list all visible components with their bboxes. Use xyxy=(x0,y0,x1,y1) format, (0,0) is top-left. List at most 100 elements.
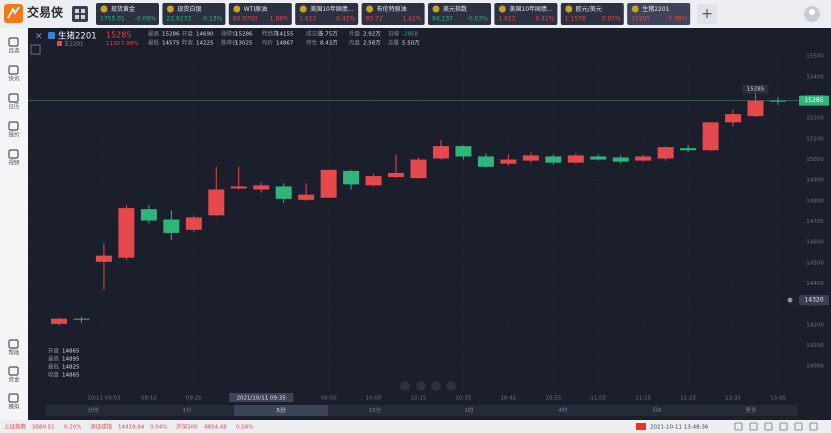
sidebar-icon[interactable] xyxy=(8,121,19,131)
ticker-tab[interactable] xyxy=(560,3,624,25)
expand-button[interactable] xyxy=(30,44,41,55)
last-price-tag xyxy=(742,84,769,94)
alert-price-label: 14320 xyxy=(804,297,823,304)
legend-label: 最低 xyxy=(48,363,60,371)
y-tick-label: 14400 xyxy=(806,281,824,287)
zoom-out[interactable] xyxy=(400,381,410,391)
candle-body xyxy=(298,194,315,200)
status-icon[interactable] xyxy=(809,422,818,431)
ticker-tab[interactable] xyxy=(494,3,558,25)
candle-body xyxy=(343,170,360,185)
candle-body xyxy=(95,255,112,262)
candle-body xyxy=(73,318,90,320)
candle-body xyxy=(680,148,697,151)
x-tick-label: 10:15 xyxy=(411,396,427,402)
sidebar-label: 模拟 xyxy=(8,403,20,411)
timeframe-item[interactable]: 更多 xyxy=(745,406,757,414)
y-tick-label: 14100 xyxy=(806,343,824,349)
legend-label: 最高 xyxy=(48,355,60,363)
stat-value: 8.43万 xyxy=(320,40,338,47)
stat-label: 均价 xyxy=(262,39,274,47)
stat-value: 5.75万 xyxy=(320,31,338,38)
candle-body xyxy=(320,169,337,198)
y-tick-label: 14600 xyxy=(806,240,824,246)
ticker-tab[interactable] xyxy=(228,3,292,25)
ticker-tab[interactable] xyxy=(295,3,359,25)
sidebar-icon[interactable] xyxy=(8,65,19,75)
stat-value: -2958 xyxy=(402,32,418,38)
ticker-tab[interactable] xyxy=(428,3,491,25)
ticker-icon xyxy=(498,5,506,13)
sidebar-label: 快讯 xyxy=(8,75,20,83)
menu-icon xyxy=(75,9,79,13)
sidebar-icon[interactable] xyxy=(8,366,19,376)
index-change: 0.04% xyxy=(150,425,167,431)
avatar-head xyxy=(809,9,815,15)
candle-body xyxy=(477,156,494,167)
ticker-change: -0.09% xyxy=(135,16,157,23)
menu-button[interactable] xyxy=(72,6,88,22)
stat-label: 涨停价 xyxy=(221,30,238,38)
sidebar-icon[interactable] xyxy=(8,393,19,403)
stat-label: 昨收 xyxy=(182,39,194,47)
candle-body xyxy=(432,146,449,159)
stat-value: 14690 xyxy=(196,32,214,38)
sidebar-icon[interactable] xyxy=(8,149,19,159)
stat-label: 跌停价 xyxy=(221,39,238,47)
x-tick-label: 13:45 xyxy=(770,396,786,402)
candle-body xyxy=(545,156,562,163)
y-tick-label: 14800 xyxy=(806,198,824,204)
stat-value: 14575 xyxy=(162,41,180,47)
timeframe-item[interactable]: 分时 xyxy=(87,406,99,414)
timeframe-item[interactable]: 1时 xyxy=(465,406,474,414)
ticker-icon xyxy=(166,5,174,13)
ticker-tab[interactable] xyxy=(627,3,691,25)
ticker-price: 1755.01 xyxy=(100,16,125,23)
reset[interactable] xyxy=(431,381,441,391)
legend-value: 14865 xyxy=(62,373,80,379)
index-name: 沪深300 xyxy=(176,423,198,431)
candle-body xyxy=(657,147,674,159)
ticker-price: 80.9700 xyxy=(233,16,258,23)
timeframe-item[interactable]: 5分 xyxy=(277,406,286,414)
scroll-left[interactable] xyxy=(416,381,426,391)
index-name: 上证指数 xyxy=(4,423,27,431)
sidebar-label: 自选 xyxy=(8,47,20,55)
status-icon[interactable] xyxy=(779,422,788,431)
close-button[interactable]: × xyxy=(35,32,43,42)
instrument-change-pct: 7.98% xyxy=(121,41,138,47)
sidebar-icon[interactable] xyxy=(8,93,19,103)
stat-label: 总量 xyxy=(388,39,400,47)
x-tick-label: 09:50 xyxy=(321,396,337,402)
x-tick-label: 10:55 xyxy=(545,396,561,402)
status-icon[interactable] xyxy=(749,422,758,431)
ticker-name: 布伦特原油 xyxy=(377,5,407,13)
status-icon[interactable] xyxy=(734,422,743,431)
x-tick-label: 10:35 xyxy=(456,396,472,402)
alert-bell[interactable] xyxy=(787,297,793,303)
timeframe-item[interactable]: 4时 xyxy=(559,406,568,414)
sidebar-icon[interactable] xyxy=(8,37,19,47)
logo-icon xyxy=(4,4,23,23)
add-tab[interactable] xyxy=(697,4,717,24)
sidebar-icon[interactable] xyxy=(8,339,19,349)
sidebar-label: 帮助 xyxy=(8,349,20,357)
logo-text: 交易侠 xyxy=(27,5,64,20)
last-price-box xyxy=(799,95,829,106)
candle-body xyxy=(725,114,742,123)
timeframe-item[interactable]: 日K xyxy=(652,407,662,414)
ticker-tab[interactable] xyxy=(162,3,226,25)
stat-value: 2.92万 xyxy=(363,31,381,38)
y-tick-label: 15400 xyxy=(806,74,824,80)
zoom-in[interactable] xyxy=(446,381,456,391)
ticker-icon xyxy=(299,5,307,13)
ticker-tab[interactable] xyxy=(361,3,425,25)
sidebar xyxy=(0,28,28,433)
timeframe-item[interactable]: 15分 xyxy=(369,406,382,414)
status-icon[interactable] xyxy=(794,422,803,431)
x-tick-label: 09:10 xyxy=(141,396,157,402)
status-icon[interactable] xyxy=(764,422,773,431)
timeframe-item[interactable]: 1分 xyxy=(183,406,192,414)
ticker-tab[interactable] xyxy=(96,3,159,25)
